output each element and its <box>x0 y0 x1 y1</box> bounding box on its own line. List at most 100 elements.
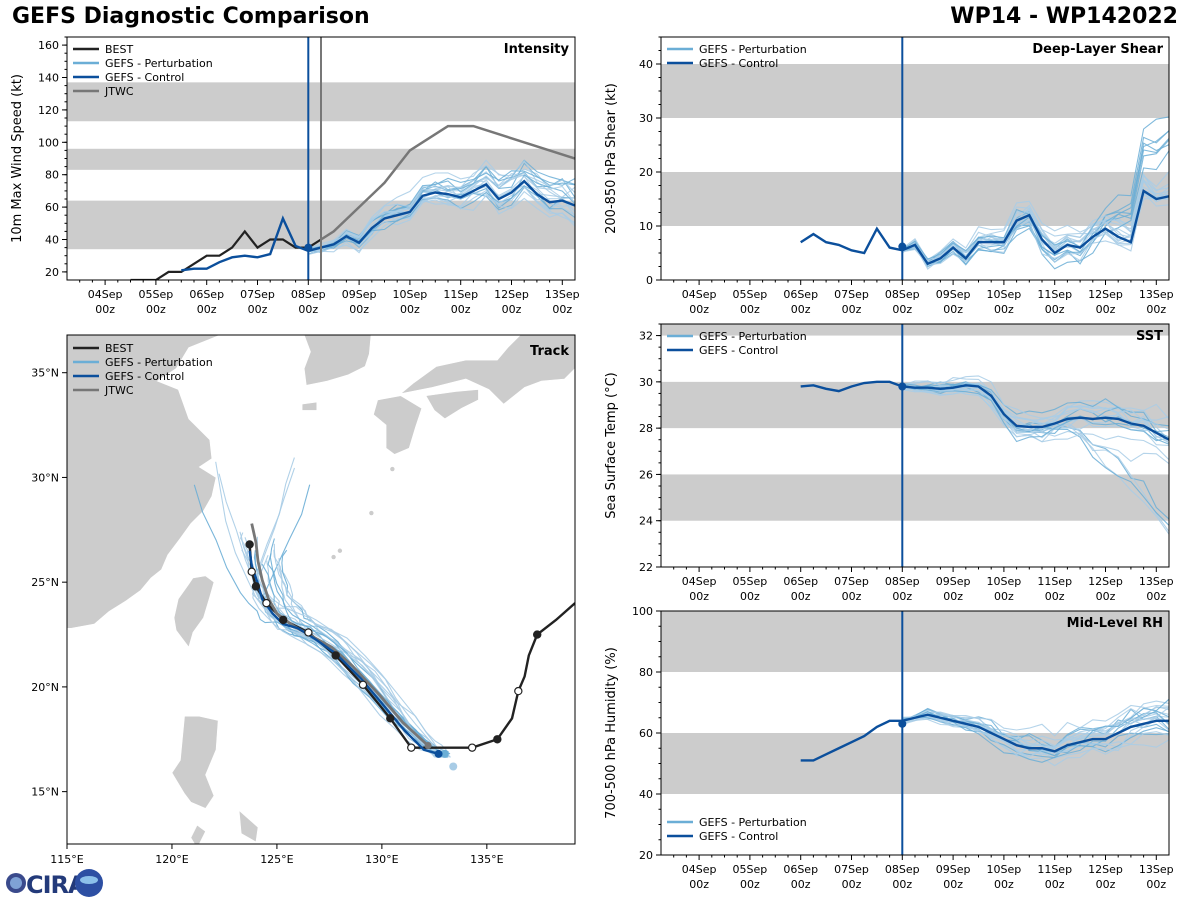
intensity-xtick-day: 11Sep <box>443 288 478 301</box>
jtwc-init-point <box>424 742 432 750</box>
track-frame <box>66 334 576 845</box>
sst-ytick-label: 32 <box>639 330 653 343</box>
ryukyu-island <box>331 554 336 560</box>
sst-xtick-hour: 00z <box>1096 590 1116 603</box>
shear-ylabel: 200-850 hPa Shear (kt) <box>604 83 619 234</box>
intensity-xtick-day: 13Sep <box>545 288 580 301</box>
intensity-control-line <box>181 179 575 272</box>
logo-globe-left-inner <box>10 877 22 889</box>
rh-ytick-label: 60 <box>639 727 653 740</box>
leyte-landmass <box>266 869 283 896</box>
intensity-xtick-day: 08Sep <box>291 288 326 301</box>
sst-band-2 <box>661 324 1169 336</box>
track-perturbation-line <box>215 461 445 758</box>
sst-frame <box>660 323 1170 568</box>
rh-legend-label: GEFS - Perturbation <box>699 816 807 829</box>
logo-globe-cloud <box>80 876 98 884</box>
sst-xtick-day: 12Sep <box>1088 575 1123 588</box>
track-xtick-label: 115°E <box>50 853 83 866</box>
track-ytick-label: 35°N <box>31 367 59 380</box>
rh-perturbation-line <box>902 715 1169 757</box>
sst-xtick-day: 04Sep <box>682 575 717 588</box>
intensity-xtick-hour: 00z <box>95 303 115 316</box>
shear-plot-area <box>661 64 1169 270</box>
perturbation-init-point <box>449 762 458 771</box>
sst-xtick-day: 11Sep <box>1037 575 1072 588</box>
sst-xtick-hour: 00z <box>689 590 709 603</box>
track-ytick-label: 15°N <box>31 786 59 799</box>
rh-ytick-label: 40 <box>639 788 653 801</box>
figure-title: GEFS Diagnostic Comparison <box>12 4 370 29</box>
intensity-jtwc-line <box>320 124 575 241</box>
shear-xtick-hour: 00z <box>892 303 912 316</box>
shear-perturbation-line <box>902 178 1169 260</box>
shear-xtick-day: 11Sep <box>1037 288 1072 301</box>
rh-band-0 <box>661 733 1169 794</box>
intensity-xtick-day: 04Sep <box>88 288 123 301</box>
best-track-point <box>251 582 261 591</box>
track-plot-area <box>67 335 575 900</box>
track-xtick-label: 120°E <box>155 853 188 866</box>
ryukyu-island <box>369 510 374 516</box>
rh-xtick-day: 05Sep <box>733 863 768 876</box>
rh-xtick-hour: 00z <box>791 878 811 891</box>
intensity-perturbation-line <box>308 175 575 256</box>
shear-legend-label: GEFS - Perturbation <box>699 43 807 56</box>
shear-xtick-hour: 00z <box>1045 303 1065 316</box>
rh-ylabel: 700-500 hPa Humidity (%) <box>604 647 619 819</box>
sst-init-point <box>898 382 907 391</box>
sst-xtick-hour: 00z <box>842 590 862 603</box>
rh-plot-area <box>661 611 1169 794</box>
rh-xtick-day: 13Sep <box>1139 863 1174 876</box>
track-best-line <box>248 544 575 749</box>
sst-perturbation-line <box>902 386 1169 461</box>
intensity-ytick-label: 160 <box>38 39 59 52</box>
shear-ytick-label: 10 <box>639 220 653 233</box>
intensity-xtick-hour: 00z <box>248 303 268 316</box>
sst-xtick-day: 13Sep <box>1139 575 1174 588</box>
intensity-ytick-label: 140 <box>38 72 59 85</box>
storm-id-title: WP14 - WP142022 <box>950 4 1178 29</box>
rh-xtick-hour: 00z <box>740 878 760 891</box>
sst-ytick-label: 30 <box>639 376 653 389</box>
sst-title: SST <box>1136 329 1163 344</box>
shear-xtick-day: 08Sep <box>885 288 920 301</box>
rh-xtick-day: 07Sep <box>834 863 869 876</box>
sst-plot-area <box>661 324 1169 535</box>
taiwan-landmass <box>173 575 215 648</box>
best-track-point <box>245 540 254 549</box>
intensity-xtick-day: 12Sep <box>494 288 529 301</box>
rh-xtick-day: 09Sep <box>936 863 971 876</box>
rh-xtick-day: 12Sep <box>1088 863 1123 876</box>
rh-xtick-hour: 00z <box>943 878 963 891</box>
shear-xtick-hour: 00z <box>1146 303 1166 316</box>
intensity-ytick-label: 100 <box>38 136 59 149</box>
track-xtick-label: 135°E <box>470 853 503 866</box>
intensity-xtick-day: 07Sep <box>240 288 275 301</box>
intensity-legend-label: JTWC <box>104 85 134 98</box>
shear-title: Deep-Layer Shear <box>1032 42 1163 57</box>
rh-perturbation-line <box>902 715 1169 758</box>
rh-xtick-day: 04Sep <box>682 863 717 876</box>
shear-ytick-label: 30 <box>639 112 653 125</box>
sst-xtick-day: 06Sep <box>783 575 818 588</box>
sst-xtick-hour: 00z <box>994 590 1014 603</box>
sst-legend-label: GEFS - Control <box>699 344 778 357</box>
best-track-point <box>386 714 395 723</box>
sst-ytick-label: 26 <box>639 468 653 481</box>
palawan-landmass <box>115 869 161 900</box>
rh-xtick-hour: 00z <box>689 878 709 891</box>
best-track-point <box>467 743 477 752</box>
track-perturbation-line <box>239 532 445 752</box>
ryukyu-island <box>390 466 395 472</box>
shear-ytick-label: 0 <box>646 274 653 287</box>
korea-landmass <box>301 335 372 386</box>
sst-legend-label: GEFS - Perturbation <box>699 330 807 343</box>
shear-xtick-day: 04Sep <box>682 288 717 301</box>
ryukyu-island <box>337 548 343 553</box>
track-legend-label: GEFS - Control <box>105 370 184 383</box>
rh-legend-label: GEFS - Control <box>699 830 778 843</box>
track-perturbation-line <box>218 473 450 755</box>
shear-band-1 <box>661 64 1169 118</box>
best-track-point <box>304 628 313 637</box>
